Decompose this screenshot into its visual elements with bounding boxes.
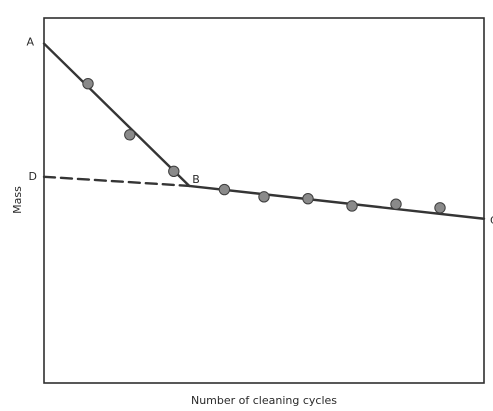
data-point-1 [82, 78, 94, 90]
line-1 [42, 42, 191, 188]
line-2 [42, 175, 191, 188]
line-3 [187, 184, 486, 220]
annotation-c: C [490, 214, 493, 227]
x-axis-label: Number of cleaning cycles [191, 394, 337, 407]
annotation-d: D [29, 170, 37, 183]
data-point-5 [258, 191, 270, 203]
data-point-2 [124, 129, 136, 141]
y-axis-label: Mass [11, 186, 24, 214]
data-point-4 [218, 183, 231, 196]
annotation-a: A [26, 36, 34, 49]
data-point-9 [434, 202, 446, 214]
data-point-3 [168, 165, 180, 178]
annotation-b: B [192, 173, 200, 186]
data-point-6 [302, 192, 314, 205]
plot-frame [43, 17, 485, 384]
data-point-8 [390, 198, 402, 210]
data-point-7 [346, 200, 358, 212]
